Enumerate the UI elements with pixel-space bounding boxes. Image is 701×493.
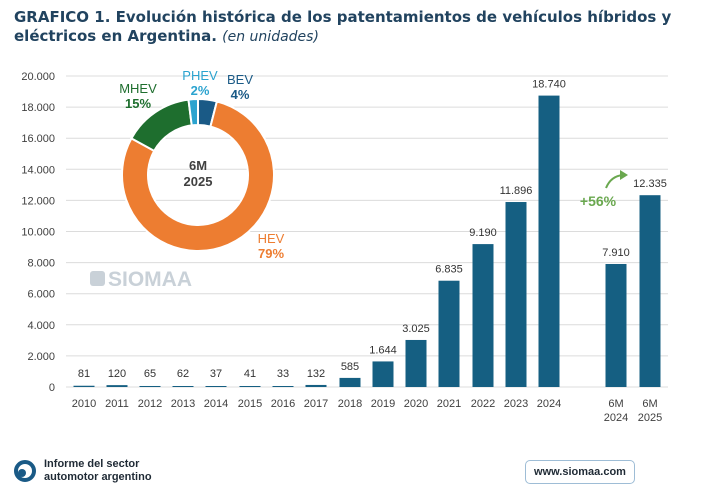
x-tick-label: 2014 xyxy=(204,398,228,410)
y-tick-label: 14.000 xyxy=(21,164,55,176)
x-tick-label: 2020 xyxy=(404,398,428,410)
bar xyxy=(538,95,560,387)
bar xyxy=(339,377,361,387)
bar xyxy=(505,202,527,387)
x-tick-label: 2024 xyxy=(604,412,628,424)
x-tick-label: 2023 xyxy=(504,398,528,410)
x-tick-label: 2012 xyxy=(138,398,162,410)
x-tick-label: 2010 xyxy=(72,398,96,410)
x-tick-label: 6M xyxy=(642,398,657,410)
growth-annotation: +56% xyxy=(580,193,617,209)
bar xyxy=(172,386,194,387)
pie-series-name: BEV xyxy=(227,72,253,87)
bar xyxy=(438,280,460,387)
bar-value-label: 41 xyxy=(244,368,256,380)
bar-value-label: 9.190 xyxy=(469,227,497,239)
bar xyxy=(239,386,261,387)
bar-value-label: 3.025 xyxy=(402,323,430,335)
y-tick-label: 20.000 xyxy=(21,71,55,83)
x-tick-label: 2011 xyxy=(105,398,129,410)
bar xyxy=(139,385,161,387)
pie-slice xyxy=(121,100,275,252)
pie-series-name: PHEV xyxy=(182,68,218,83)
grid-layer: 0 2.000 4.000 6.000 8.000 10.000 12.000 14.000 1… xyxy=(21,71,668,394)
bar-value-label: 6.835 xyxy=(435,264,463,276)
y-tick-label: 0 xyxy=(49,382,55,394)
bar xyxy=(272,386,294,387)
bar xyxy=(639,195,661,387)
x-tick-label: 2019 xyxy=(371,398,395,410)
bar-value-label: 132 xyxy=(307,368,325,380)
bar xyxy=(106,385,128,387)
pie-series-name: MHEV xyxy=(119,81,157,96)
bar-value-label: 65 xyxy=(144,368,156,380)
bar-value-label: 11.896 xyxy=(500,185,533,197)
footer-line-2: automotor argentino xyxy=(44,471,152,483)
y-tick-label: 8.000 xyxy=(27,258,55,270)
watermark-text: SIOMAA xyxy=(108,268,192,291)
bar xyxy=(472,244,494,387)
pie-percent-label: 15% xyxy=(125,96,151,111)
bar-value-label: 62 xyxy=(177,368,189,380)
growth-arrowhead-icon xyxy=(620,170,628,180)
bar-value-label: 1.644 xyxy=(369,344,397,356)
bar-value-label: 37 xyxy=(210,368,222,380)
x-tick-label: 6M xyxy=(608,398,623,410)
title-subtitle: (en unidades) xyxy=(222,29,319,45)
pie-percent-label: 2% xyxy=(191,83,210,98)
bar xyxy=(73,385,95,387)
donut-center-label: 6M xyxy=(189,158,207,173)
bar-value-label: 120 xyxy=(108,368,126,380)
y-tick-label: 12.000 xyxy=(21,195,55,207)
donut-center-label: 2025 xyxy=(184,174,213,189)
x-tick-label: 2017 xyxy=(304,398,328,410)
x-tick-label: 2021 xyxy=(437,398,461,410)
pie-series-name: HEV xyxy=(258,231,285,246)
bar xyxy=(372,361,394,387)
bar-value-label: 585 xyxy=(341,361,359,373)
y-tick-label: 16.000 xyxy=(21,133,55,145)
bar xyxy=(205,386,227,387)
x-tick-label: 2013 xyxy=(171,398,195,410)
y-tick-label: 18.000 xyxy=(21,102,55,114)
footer-report-name: Informe del sector automotor argentino xyxy=(44,458,152,484)
title-text: GRAFICO 1. Evolución histórica de los pa… xyxy=(14,8,672,45)
footer-line-1: Informe del sector xyxy=(44,458,140,470)
y-tick-label: 2.000 xyxy=(27,351,55,363)
chart-title: GRAFICO 1. Evolución histórica de los pa… xyxy=(14,8,694,47)
bar xyxy=(305,384,327,387)
pie-slice xyxy=(187,97,199,127)
bar xyxy=(405,339,427,387)
siomaa-logo-icon xyxy=(14,460,36,482)
bar-value-label: 81 xyxy=(78,368,90,380)
bar-value-label: 18.740 xyxy=(532,79,566,91)
x-tick-label: 2022 xyxy=(471,398,495,410)
x-tick-label: 2016 xyxy=(271,398,295,410)
website-link[interactable]: www.siomaa.com xyxy=(525,460,635,484)
bar xyxy=(605,263,627,387)
pie-percent-label: 4% xyxy=(231,87,250,102)
bar-value-label: 12.335 xyxy=(633,178,667,190)
watermark-logo-icon xyxy=(90,271,105,286)
x-tick-label: 2025 xyxy=(638,412,662,424)
footer-left: Informe del sector automotor argentino xyxy=(14,458,152,484)
bar-value-label: 33 xyxy=(277,368,289,380)
y-tick-label: 6.000 xyxy=(27,289,55,301)
x-tick-label: 2018 xyxy=(338,398,362,410)
bar-value-label: 7.910 xyxy=(602,247,630,259)
bars-layer: 81 2010 120 2011 65 2012 62 2013 37 2014 41 2015 33 2… xyxy=(72,79,667,424)
pie-percent-label: 79% xyxy=(258,246,284,261)
watermark-layer: SIOMAA xyxy=(90,268,192,291)
x-tick-label: 2015 xyxy=(238,398,262,410)
x-tick-label: 2024 xyxy=(537,398,561,410)
y-tick-label: 10.000 xyxy=(21,227,55,239)
y-tick-label: 4.000 xyxy=(27,320,55,332)
